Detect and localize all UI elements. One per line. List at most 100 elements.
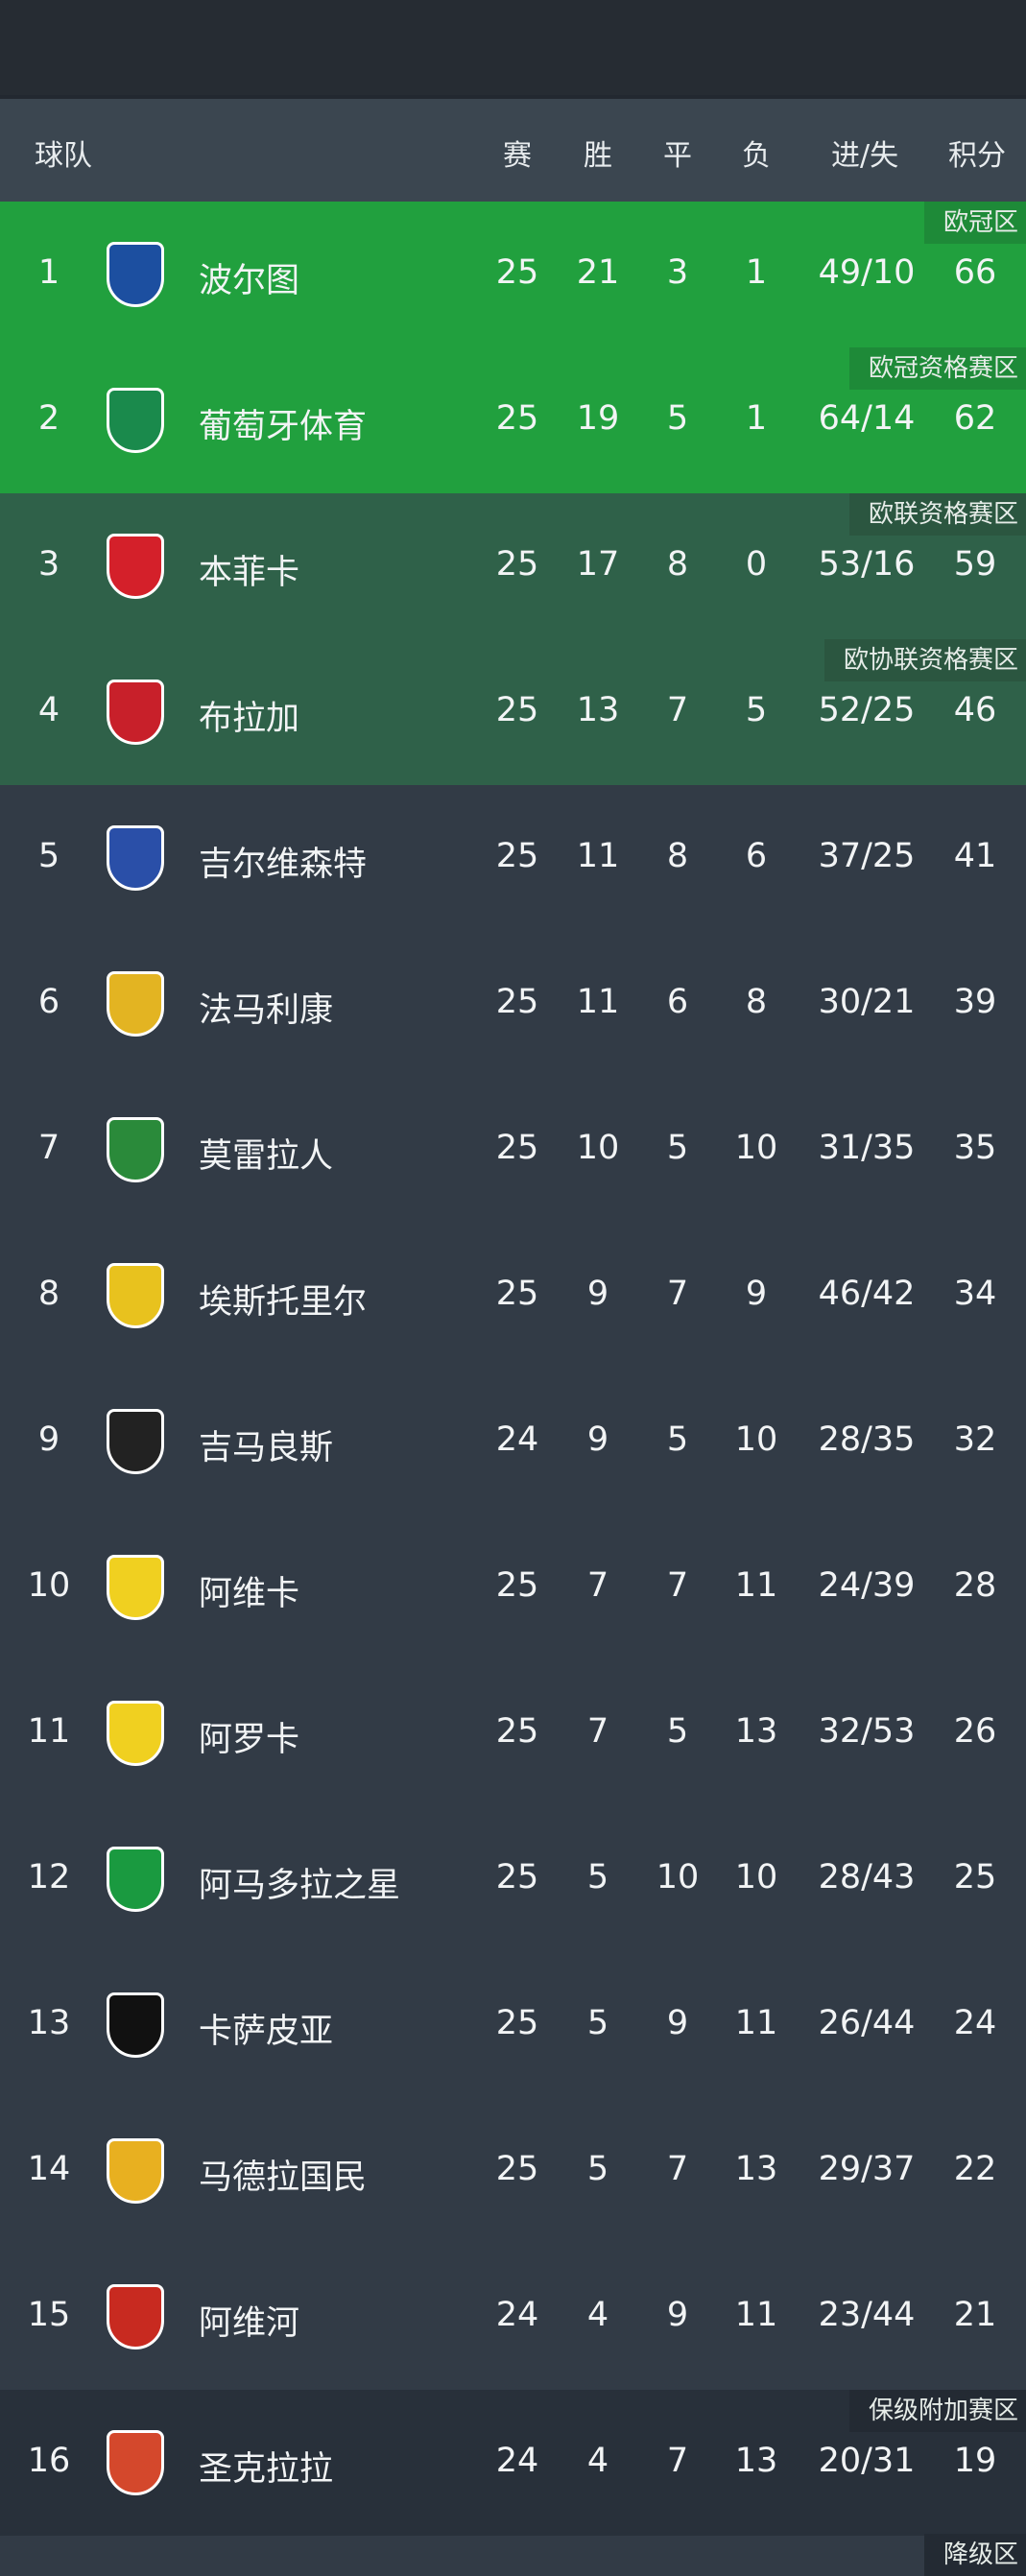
- rank: 5: [37, 837, 60, 875]
- stat-l: 0: [745, 545, 768, 584]
- team-name: 本菲卡: [199, 554, 300, 592]
- stat-d: 8: [666, 837, 689, 875]
- stat-d: 8: [666, 545, 689, 584]
- stat-p: 25: [495, 691, 539, 729]
- team-name: 马德拉国民: [199, 2159, 368, 2197]
- team-name: 阿维河: [199, 2304, 300, 2343]
- team-name: 布拉加: [199, 700, 300, 738]
- table-row[interactable]: 5 吉尔维森特 25 11 8 6 37/25 41: [0, 785, 1026, 931]
- rank: 7: [37, 1129, 60, 1167]
- stat-d: 7: [666, 2150, 689, 2188]
- table-row[interactable]: 1 波尔图 25 21 3 1 49/10 66 欧冠区: [0, 202, 1026, 347]
- stat-g: 30/21: [818, 983, 916, 1021]
- stat-p: 25: [495, 837, 539, 875]
- table-row[interactable]: 3 本菲卡 25 17 8 0 53/16 59 欧联资格赛区: [0, 493, 1026, 639]
- table-row[interactable]: 6 法马利康 25 11 6 8 30/21 39: [0, 931, 1026, 1077]
- stat-l: 11: [734, 2004, 778, 2042]
- table-row[interactable]: 10 阿维卡 25 7 7 11 24/39 28: [0, 1515, 1026, 1660]
- zone-tag: 欧协联资格赛区: [823, 639, 1026, 681]
- stat-l: 11: [734, 1566, 778, 1605]
- table-row[interactable]: 4 布拉加 25 13 7 5 52/25 46 欧协联资格赛区: [0, 639, 1026, 785]
- stat-g: 31/35: [818, 1129, 916, 1167]
- rank: 12: [27, 1858, 71, 1896]
- stat-l: 11: [734, 2296, 778, 2334]
- stat-p: 25: [495, 399, 539, 438]
- stat-g: 32/53: [818, 1712, 916, 1751]
- table-row[interactable]: 13 卡萨皮亚 25 5 9 11 26/44 24: [0, 1952, 1026, 2098]
- team-name: 埃斯托里尔: [199, 1283, 368, 1322]
- zone-tag: 欧冠资格赛区: [848, 347, 1026, 390]
- team-logo-icon: [107, 1701, 164, 1766]
- team-name: 圣克拉拉: [199, 2450, 334, 2489]
- stat-d: 3: [666, 253, 689, 292]
- team-name: 阿维卡: [199, 1575, 300, 1613]
- team-logo-icon: [107, 1847, 164, 1912]
- stat-l: 13: [734, 1712, 778, 1751]
- header-goals: 进/失: [831, 139, 899, 173]
- table-row[interactable]: 9 吉马良斯 24 9 5 10 28/35 32: [0, 1369, 1026, 1515]
- stat-pts: 66: [953, 253, 997, 292]
- stat-d: 10: [656, 1858, 700, 1896]
- stat-g: 24/39: [818, 1566, 916, 1605]
- top-bar: [0, 0, 1026, 99]
- table-header: 球队 赛 胜 平 负 进/失 积分: [0, 99, 1026, 202]
- stat-p: 25: [495, 1858, 539, 1896]
- stat-l: 13: [734, 2150, 778, 2188]
- table-row[interactable]: 12 阿马多拉之星 25 5 10 10 28/43 25: [0, 1806, 1026, 1952]
- stat-g: 53/16: [818, 545, 916, 584]
- stat-pts: 35: [953, 1129, 997, 1167]
- stat-g: 46/42: [818, 1275, 916, 1313]
- stat-g: 20/31: [818, 2442, 916, 2480]
- stat-w: 10: [576, 1129, 620, 1167]
- team-name: 葡萄牙体育: [199, 408, 368, 446]
- stat-p: 25: [495, 545, 539, 584]
- stat-pts: 34: [953, 1275, 997, 1313]
- stat-p: 25: [495, 1712, 539, 1751]
- stat-l: 9: [745, 1275, 768, 1313]
- team-logo-icon: [107, 1117, 164, 1182]
- team-logo-icon: [107, 971, 164, 1037]
- stat-pts: 32: [953, 1420, 997, 1459]
- stat-d: 9: [666, 2004, 689, 2042]
- zone-tag-relegation: 降级区: [923, 2534, 1026, 2576]
- stat-w: 11: [576, 837, 620, 875]
- stat-pts: 28: [953, 1566, 997, 1605]
- stat-d: 7: [666, 691, 689, 729]
- rank: 13: [27, 2004, 71, 2042]
- table-row[interactable]: 8 埃斯托里尔 25 9 7 9 46/42 34: [0, 1223, 1026, 1369]
- rank: 16: [27, 2442, 71, 2480]
- rank: 15: [27, 2296, 71, 2334]
- team-logo-icon: [107, 534, 164, 599]
- stat-p: 24: [495, 1420, 539, 1459]
- team-name: 吉尔维森特: [199, 846, 368, 884]
- table-row[interactable]: 11 阿罗卡 25 7 5 13 32/53 26: [0, 1660, 1026, 1806]
- team-logo-icon: [107, 825, 164, 891]
- table-row[interactable]: 16 圣克拉拉 24 4 7 13 20/31 19 保级附加赛区: [0, 2390, 1026, 2536]
- stat-pts: 24: [953, 2004, 997, 2042]
- stat-d: 7: [666, 2442, 689, 2480]
- table-row[interactable]: 2 葡萄牙体育 25 19 5 1 64/14 62 欧冠资格赛区: [0, 347, 1026, 493]
- stat-g: 26/44: [818, 2004, 916, 2042]
- table-row[interactable]: 15 阿维河 24 4 9 11 23/44 21: [0, 2244, 1026, 2390]
- table-row[interactable]: 14 马德拉国民 25 5 7 13 29/37 22: [0, 2098, 1026, 2244]
- team-name: 法马利康: [199, 991, 334, 1030]
- stat-pts: 62: [953, 399, 997, 438]
- stat-w: 9: [586, 1420, 609, 1459]
- stat-l: 10: [734, 1858, 778, 1896]
- stat-d: 6: [666, 983, 689, 1021]
- stat-w: 5: [586, 2004, 609, 2042]
- stat-pts: 41: [953, 837, 997, 875]
- rank: 4: [37, 691, 60, 729]
- team-name: 吉马良斯: [199, 1429, 334, 1467]
- header-won: 胜: [584, 139, 612, 173]
- rank: 14: [27, 2150, 71, 2188]
- stat-pts: 59: [953, 545, 997, 584]
- stat-g: 23/44: [818, 2296, 916, 2334]
- stat-l: 6: [745, 837, 768, 875]
- stat-w: 17: [576, 545, 620, 584]
- stat-p: 25: [495, 253, 539, 292]
- stat-p: 24: [495, 2296, 539, 2334]
- stat-l: 1: [745, 399, 768, 438]
- stat-pts: 19: [953, 2442, 997, 2480]
- table-row[interactable]: 7 莫雷拉人 25 10 5 10 31/35 35: [0, 1077, 1026, 1223]
